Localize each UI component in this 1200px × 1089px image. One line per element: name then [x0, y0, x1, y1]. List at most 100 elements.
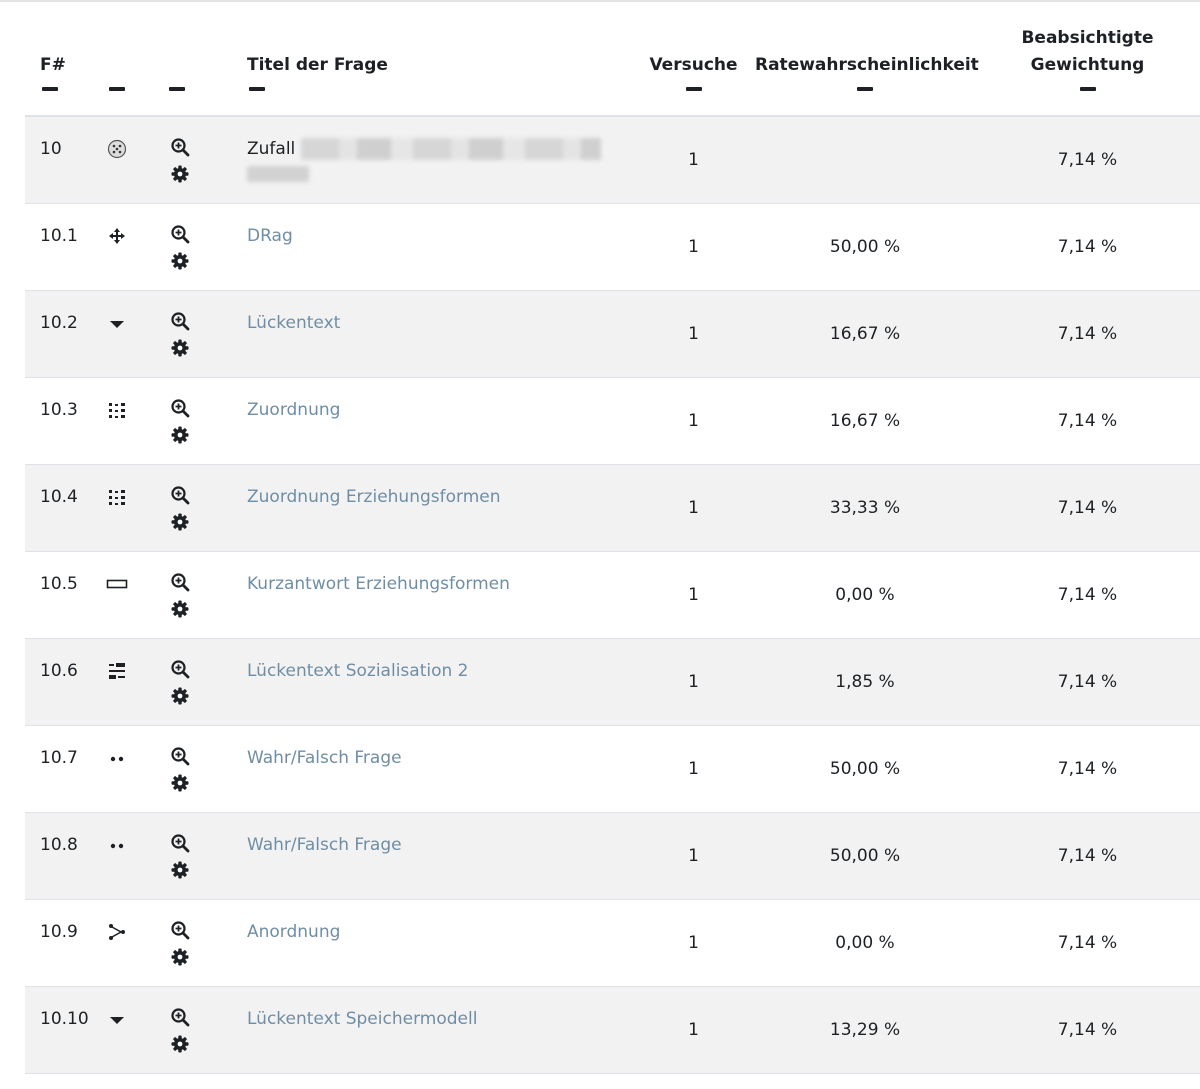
question-title-cell: Wahr/Falsch Frage [232, 725, 632, 812]
table-row: 10.5 Kurzantwort Erziehungsformen 1 0,00 % 7… [25, 551, 1200, 638]
attempts-value: 1 [688, 671, 699, 692]
edit-gear-icon[interactable] [170, 599, 190, 619]
true-false-icon [106, 835, 128, 857]
preview-zoom-icon[interactable] [170, 833, 190, 853]
edit-gear-icon[interactable] [170, 1034, 190, 1054]
question-title-link[interactable]: Lückentext Sozialisation 2 [247, 660, 469, 681]
question-actions-cell [147, 551, 232, 638]
edit-gear-icon[interactable] [170, 860, 190, 880]
question-type-cell [87, 290, 147, 377]
preview-zoom-icon[interactable] [170, 311, 190, 331]
intended-weight-value: 7,14 % [1057, 1019, 1118, 1040]
matching-icon [106, 487, 128, 509]
question-type-cell [87, 464, 147, 551]
edit-gear-icon[interactable] [170, 425, 190, 445]
intended-weight-value: 7,14 % [1057, 236, 1118, 257]
question-type-cell [87, 638, 147, 725]
preview-zoom-icon[interactable] [170, 572, 190, 592]
gapselect-icon [106, 661, 128, 683]
column-header-attempts: Versuche [632, 2, 755, 117]
question-actions-cell [147, 812, 232, 899]
edit-gear-icon[interactable] [170, 164, 190, 184]
edit-gear-icon[interactable] [170, 686, 190, 706]
table-row: 10.4 Zuordnung Erziehungsformen 1 33,33 % 7,… [25, 464, 1200, 551]
question-title-link[interactable]: Wahr/Falsch Frage [247, 834, 402, 855]
table-body: 10 Zufall 1 7,14 % 10.1 DRag 1 50,00 % 7,14 % 10.… [25, 116, 1200, 1073]
attempts-value: 1 [688, 236, 699, 257]
preview-zoom-icon[interactable] [170, 398, 190, 418]
question-title-link[interactable]: Lückentext [247, 312, 341, 333]
edit-gear-icon[interactable] [170, 251, 190, 271]
question-actions-cell [147, 290, 232, 377]
question-number: 10.5 [40, 573, 78, 594]
question-title-cell: Zufall [232, 116, 632, 203]
question-title-cell: Zuordnung Erziehungsformen [232, 464, 632, 551]
question-title-link[interactable]: DRag [247, 225, 293, 246]
collapse-column-guess-probability-icon[interactable] [857, 87, 873, 91]
question-title-text: Zufall [247, 139, 296, 159]
question-actions-cell [147, 377, 232, 464]
intended-weight-value: 7,14 % [1057, 497, 1118, 518]
attempts-value: 1 [688, 845, 699, 866]
redacted-text [247, 166, 309, 182]
table-row: 10.3 Zuordnung 1 16,67 % 7,14 % [25, 377, 1200, 464]
guess-probability-value: 16,67 % [829, 410, 901, 431]
collapse-column-actions-icon[interactable] [169, 87, 185, 91]
intended-weight-value: 7,14 % [1057, 410, 1118, 431]
dropdown-caret-icon [106, 313, 128, 335]
preview-zoom-icon[interactable] [170, 746, 190, 766]
attempts-value: 1 [688, 410, 699, 431]
question-type-cell [87, 725, 147, 812]
matching-icon [106, 400, 128, 422]
collapse-column-number-icon[interactable] [42, 87, 58, 91]
preview-zoom-icon[interactable] [170, 1007, 190, 1027]
collapse-column-attempts-icon[interactable] [685, 87, 702, 91]
edit-gear-icon[interactable] [170, 338, 190, 358]
question-actions-cell [147, 116, 232, 203]
guess-probability-value: 50,00 % [829, 758, 901, 779]
attempts-value: 1 [688, 497, 699, 518]
column-header-intended-weight-line2: Gewichtung [1030, 55, 1145, 75]
preview-zoom-icon[interactable] [170, 485, 190, 505]
question-title-link[interactable]: Wahr/Falsch Frage [247, 747, 402, 768]
question-actions-cell [147, 725, 232, 812]
intended-weight-value: 7,14 % [1057, 758, 1118, 779]
collapse-column-type-icon[interactable] [109, 87, 125, 91]
guess-probability-value: 0,00 % [835, 932, 895, 953]
question-title-cell: Kurzantwort Erziehungsformen [232, 551, 632, 638]
question-type-cell [87, 986, 147, 1073]
question-title-link[interactable]: Zuordnung [247, 399, 341, 420]
question-statistics-table: F# Titel der Frage Versuche [25, 2, 1200, 1074]
table-header-row: F# Titel der Frage Versuche [25, 2, 1200, 117]
edit-gear-icon[interactable] [170, 773, 190, 793]
drag-drop-icon [106, 226, 128, 248]
question-number: 10.9 [40, 921, 78, 942]
guess-probability-value: 13,29 % [829, 1019, 901, 1040]
question-title-link[interactable]: Kurzantwort Erziehungsformen [247, 573, 510, 594]
question-title-link[interactable]: Lückentext Speichermodell [247, 1008, 478, 1029]
intended-weight-value: 7,14 % [1057, 323, 1118, 344]
question-actions-cell [147, 899, 232, 986]
collapse-column-intended-weight-icon[interactable] [1079, 87, 1096, 91]
preview-zoom-icon[interactable] [170, 224, 190, 244]
column-header-type [87, 2, 147, 117]
intended-weight-value: 7,14 % [1057, 671, 1118, 692]
preview-zoom-icon[interactable] [170, 659, 190, 679]
attempts-value: 1 [688, 932, 699, 953]
collapse-column-title-icon[interactable] [249, 87, 265, 91]
question-type-cell [87, 812, 147, 899]
question-number: 10.2 [40, 312, 78, 333]
question-actions-cell [147, 638, 232, 725]
edit-gear-icon[interactable] [170, 512, 190, 532]
question-number: 10.7 [40, 747, 78, 768]
table-row: 10 Zufall 1 7,14 % [25, 116, 1200, 203]
question-title-link[interactable]: Anordnung [247, 921, 341, 942]
edit-gear-icon[interactable] [170, 947, 190, 967]
question-type-cell [87, 899, 147, 986]
preview-zoom-icon[interactable] [170, 137, 190, 157]
question-title-link[interactable]: Zuordnung Erziehungsformen [247, 486, 501, 507]
intended-weight-value: 7,14 % [1057, 845, 1118, 866]
question-number: 10.1 [40, 225, 78, 246]
preview-zoom-icon[interactable] [170, 920, 190, 940]
